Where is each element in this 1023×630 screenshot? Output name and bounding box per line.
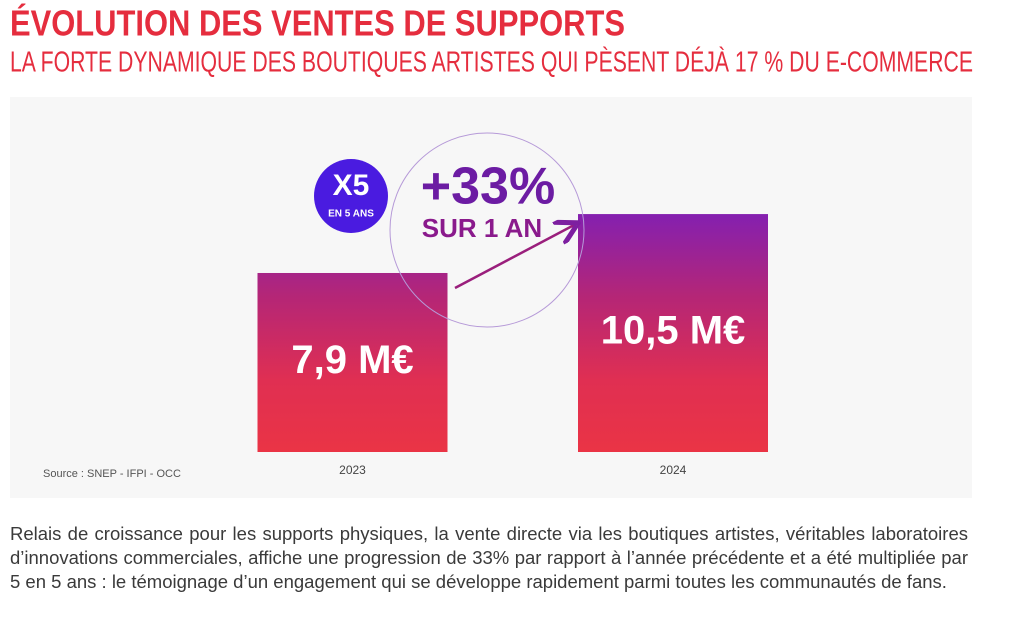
- bar: [578, 214, 768, 452]
- growth-arrow: [454, 224, 576, 290]
- chart: ÉVOLUTION DES VENTES DE SUPPORTS LA FORT…: [10, 2, 973, 498]
- description: Relais de croissance pour les supports p…: [10, 523, 968, 592]
- x-tick-label: 2023: [339, 463, 366, 477]
- growth-label: +33%: [421, 158, 555, 216]
- chart-subtitle: LA FORTE DYNAMIQUE DES BOUTIQUES ARTISTE…: [10, 46, 973, 79]
- growth-period: SUR 1 AN: [422, 213, 542, 243]
- bar: [257, 272, 448, 452]
- source: Source : SNEP - IFPI - OCC: [43, 468, 181, 480]
- badge-period: EN 5 ANS: [328, 209, 374, 220]
- badge-value: X5: [333, 169, 370, 202]
- plot-area: 7,9 M€ 2023 10,5 M€ 2024: [257, 214, 768, 477]
- chart-panel: [10, 97, 972, 498]
- chart-title: ÉVOLUTION DES VENTES DE SUPPORTS: [10, 3, 625, 44]
- x-tick-label: 2024: [660, 463, 687, 477]
- badge: [314, 159, 388, 233]
- value-label: 7,9 M€: [291, 338, 413, 382]
- value-label: 10,5 M€: [601, 309, 746, 353]
- decor-circle: [389, 132, 585, 328]
